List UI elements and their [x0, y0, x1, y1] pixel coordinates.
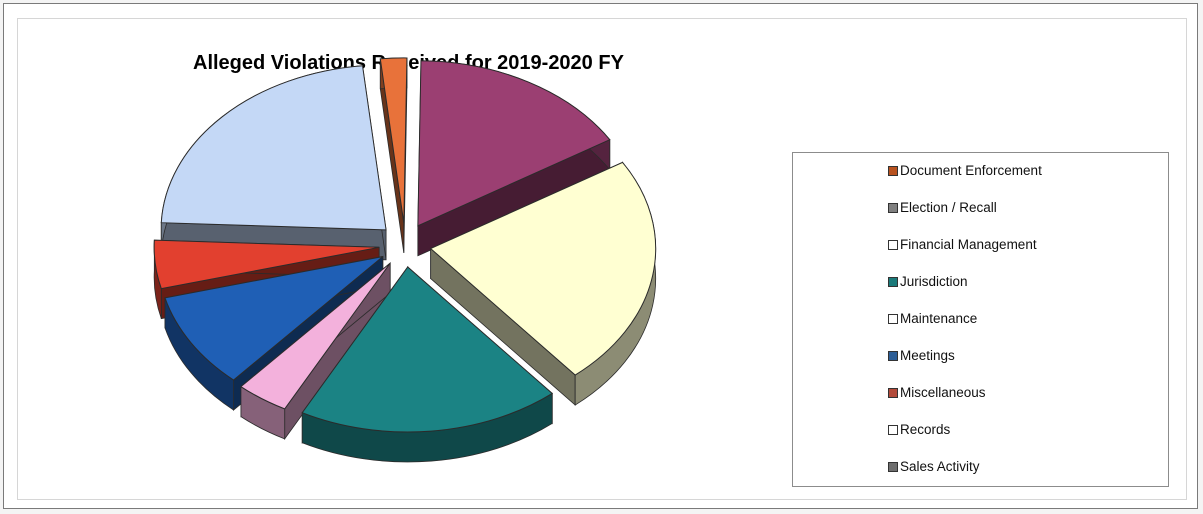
legend-item: Maintenance [888, 311, 977, 326]
pie-slice-meetings [164, 256, 384, 381]
legend-label: Election / Recall [900, 200, 997, 215]
legend-item: Records [888, 422, 950, 437]
legend-swatch [888, 239, 898, 250]
legend-swatch [888, 276, 898, 287]
pie-slice-election-recall [417, 60, 611, 227]
legend-item: Meetings [888, 348, 955, 363]
chart-area [17, 18, 1187, 500]
legend-item: Miscellaneous [888, 385, 986, 400]
legend-label: Financial Management [900, 237, 1037, 252]
legend-label: Document Enforcement [900, 163, 1042, 178]
legend-swatch [888, 424, 898, 435]
pie-slice-document-enforcement [379, 57, 408, 223]
legend-label: Jurisdiction [900, 274, 968, 289]
pie-slice-maintenance [240, 262, 391, 410]
legend-item: Document Enforcement [888, 163, 1042, 178]
chart-title: Alleged Violations Received for 2019-202… [193, 52, 624, 74]
chart-legend: Document Enforcement Election / Recall Fin… [792, 152, 1169, 487]
legend-swatch [888, 461, 898, 472]
legend-label: Miscellaneous [900, 385, 986, 400]
legend-label: Maintenance [900, 311, 978, 326]
legend-item: Jurisdiction [888, 274, 968, 289]
legend-swatch [888, 165, 898, 176]
legend-swatch [888, 313, 898, 324]
legend-item: Sales Activity [888, 459, 980, 474]
legend-swatch [888, 387, 898, 398]
legend-swatch [888, 202, 898, 213]
legend-swatch [888, 350, 898, 361]
pie-slice-miscellaneous [153, 239, 380, 290]
legend-item: Election / Recall [888, 200, 997, 215]
legend-label: Sales Activity [900, 459, 980, 474]
pie-slice-jurisdiction [301, 266, 554, 433]
legend-item: Financial Management [888, 237, 1037, 252]
pie-slice-sales-activity [160, 65, 387, 231]
legend-label: Records [900, 422, 951, 437]
legend-label: Meetings [900, 348, 955, 363]
pie-slice-financial-management [429, 161, 657, 376]
